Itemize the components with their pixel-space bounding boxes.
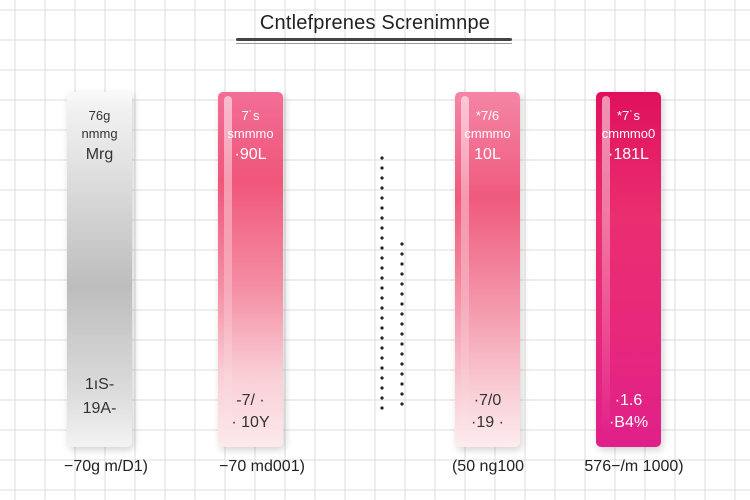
separator-dot [400,342,403,345]
bar-3-top-label-3: 10L [455,146,520,164]
separator-dot [400,242,403,245]
separator-dot [380,336,383,339]
bar-3-top-label-1: *7/6 [455,108,520,123]
bar-1-bottom-label-2: 19A- [67,400,132,418]
bar-3-bottom-label-1: ·7/0 [455,392,520,410]
separator-dot [400,372,403,375]
separator-dot [380,396,383,399]
separator-dot [400,312,403,315]
separator-dot [400,252,403,255]
separator-dot [400,302,403,305]
separator-dot [380,166,383,169]
separator-dot [380,236,383,239]
x-tick-label-4: 576−/m 1000) [554,458,714,476]
separator-dot [380,306,383,309]
bar-1-top-label-2: nmmg [67,126,132,141]
bar-2-bottom-label-1: -7/ · [218,392,283,410]
separator-dot [380,266,383,269]
separator-dot [380,376,383,379]
x-tick-label-2: −70 md001) [182,458,342,476]
separator-dot [380,186,383,189]
separator-dot [380,156,383,159]
bar-2-top-label-1: 7˙s [218,108,283,123]
x-tick-label-1: −70g m/D1) [26,458,186,476]
separator-dot [380,406,383,409]
separator-dot [380,276,383,279]
separator-dot [400,392,403,395]
bar-cap [67,92,132,100]
bar-2-bottom-label-2: · 10Y [218,414,283,432]
bar-1-top-label-3: Mrg [67,146,132,164]
separator-dot [380,356,383,359]
bar-2: 7˙s smmmo ·90L -7/ · · 10Y [218,92,283,447]
bar-1-top-label-1: 76g [67,108,132,123]
separator-dot [380,256,383,259]
bar-2-top-label-3: ·90L [218,146,283,164]
separator-dot [400,292,403,295]
separator-dot [380,286,383,289]
separator-dot [400,272,403,275]
separator-dot [380,216,383,219]
bar-4-top-label-3: ·181L [596,146,661,164]
separator-dot [380,386,383,389]
separator-dot [400,402,403,405]
bar-4-top-label-2: cmmmo0 [596,126,661,141]
separator-dot [380,326,383,329]
bar-2-top-label-2: smmmo [218,126,283,141]
separator-dot [380,206,383,209]
bar-3-top-label-2: cmmmo [455,126,520,141]
separator-dot [400,282,403,285]
bar-1: 76g nmmg Mrg 1ıS- 19A- [67,92,132,447]
separator-dot [380,296,383,299]
bar-3: *7/6 cmmmo 10L ·7/0 ·19 · [455,92,520,447]
bar-4-bottom-label-1: ·1.6 [596,392,661,410]
separator-dot [400,382,403,385]
separator-dot [400,332,403,335]
separator-dot [380,346,383,349]
separator-dot [380,316,383,319]
separator-dot [400,322,403,325]
bar-3-bottom-label-2: ·19 · [455,414,520,432]
separator-dot [400,362,403,365]
separator-dot [400,262,403,265]
x-tick-label-3: (50 ng100 [408,458,568,476]
separator-dot [380,176,383,179]
bar-4-bottom-label-2: ·B4% [596,414,661,432]
separator-dot [380,196,383,199]
bar-4: *7˙s cmmmo0 ·181L ·1.6 ·B4% [596,92,661,447]
separator-dot [380,366,383,369]
separator-dot [380,226,383,229]
bar-4-top-label-1: *7˙s [596,108,661,123]
separator-dot [400,352,403,355]
separator-dot [380,246,383,249]
bar-1-bottom-label-1: 1ıS- [67,376,132,394]
